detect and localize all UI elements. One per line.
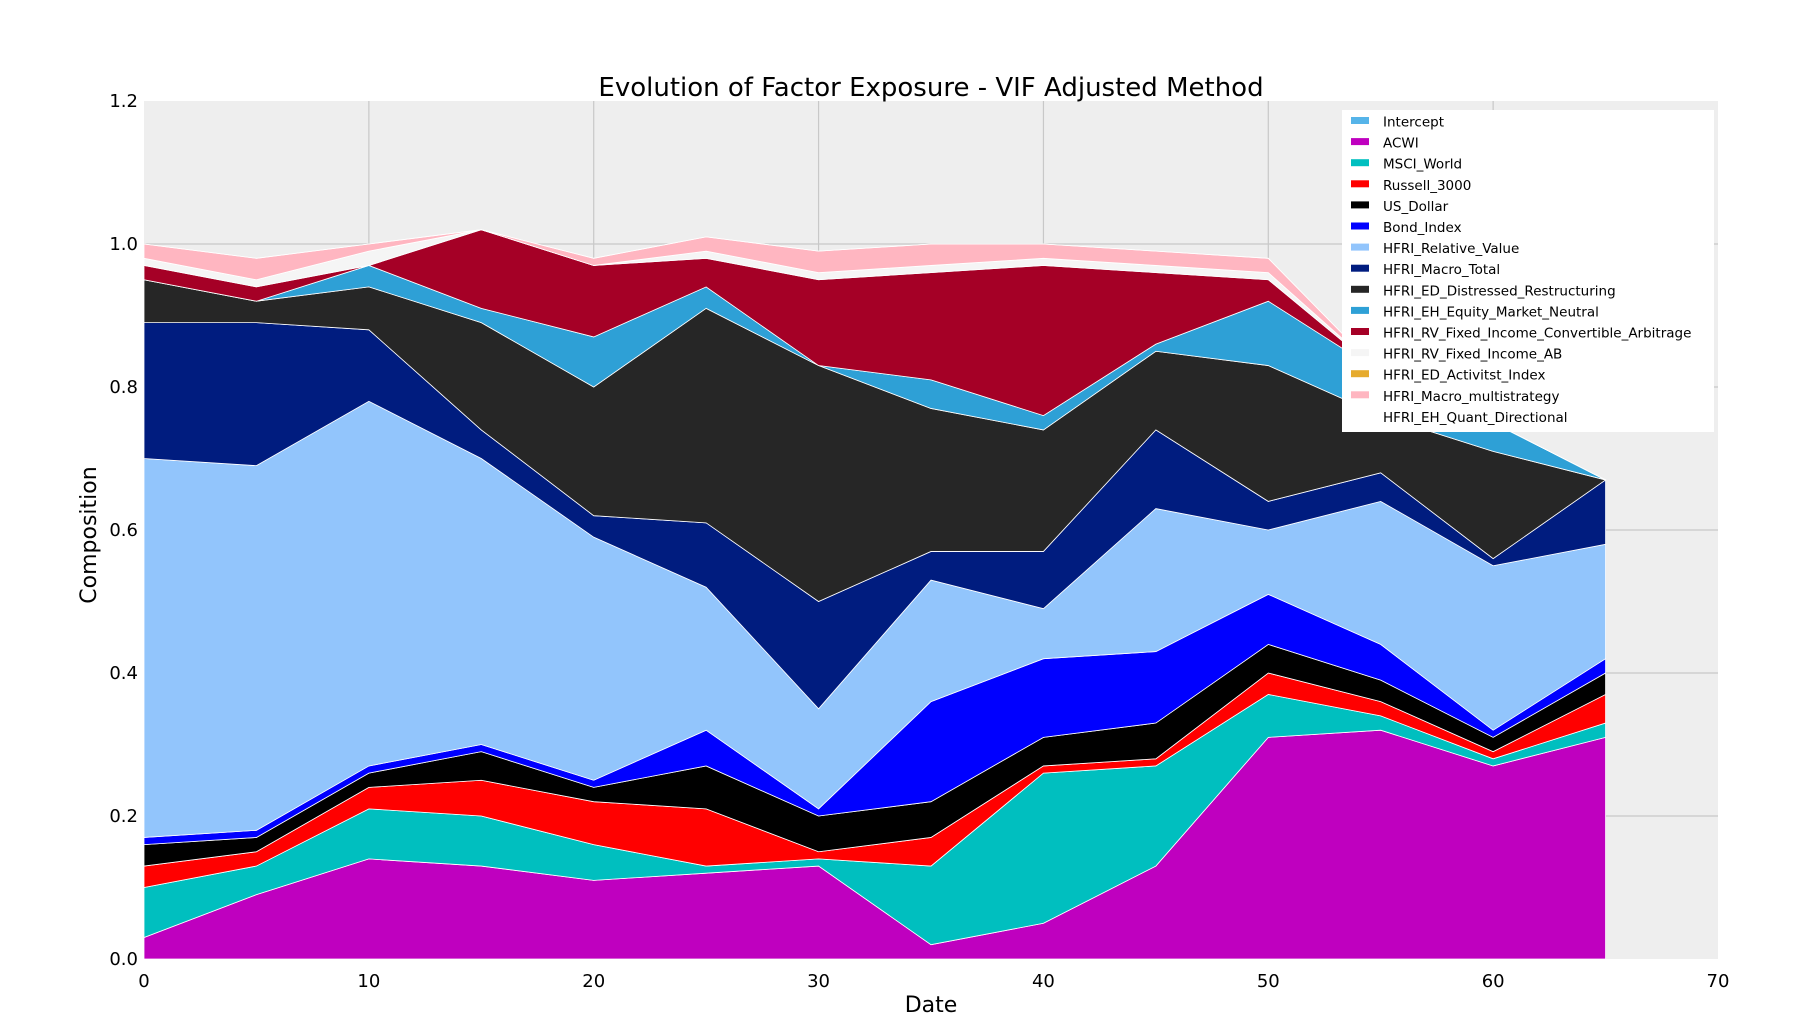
y-tick-label: 0.0 [109, 949, 138, 970]
legend-item-hfri-macro-total: HFRI_Macro_Total [1351, 262, 1500, 278]
legend-item-us-dollar: US_Dollar [1351, 199, 1449, 215]
legend-label: HFRI_Macro_multistrategy [1383, 389, 1559, 405]
legend-label: Bond_Index [1383, 220, 1462, 236]
legend-item-bond-index: Bond_Index [1351, 220, 1462, 236]
legend-box [1342, 110, 1714, 432]
x-ticks: 0 10 20 30 40 50 60 70 [138, 971, 1729, 992]
legend-label: HFRI_ED_Distressed_Restructuring [1383, 283, 1616, 299]
chart-title: Evolution of Factor Exposure - VIF Adjus… [598, 73, 1263, 103]
legend-item-hfri-ed-activitst-index: HFRI_ED_Activitst_Index [1351, 368, 1545, 384]
legend-label: MSCI_World [1383, 157, 1462, 173]
legend-swatch [1351, 117, 1369, 124]
x-tick-label: 70 [1707, 971, 1730, 992]
legend-label: HFRI_EH_Equity_Market_Neutral [1383, 304, 1599, 320]
legend-label: HFRI_Macro_Total [1383, 262, 1500, 278]
legend-item-hfri-ed-distressed-restructuring: HFRI_ED_Distressed_Restructuring [1351, 283, 1616, 299]
x-tick-label: 20 [582, 971, 605, 992]
y-tick-label: 1.2 [109, 91, 138, 112]
legend-swatch [1351, 243, 1369, 251]
legend-swatch [1351, 180, 1369, 188]
y-tick-label: 0.6 [109, 520, 138, 541]
x-tick-label: 50 [1257, 971, 1280, 992]
legend-swatch [1351, 138, 1369, 146]
x-tick-label: 60 [1482, 971, 1505, 992]
legend: Intercept ACWI MSCI_World Russell_3000 US_Do… [1342, 110, 1714, 432]
legend-swatch [1351, 370, 1369, 378]
legend-item-hfri-eh-equity-market-neutral: HFRI_EH_Equity_Market_Neutral [1351, 304, 1599, 320]
x-tick-label: 30 [807, 971, 830, 992]
legend-item-hfri-eh-quant-directional: HFRI_EH_Quant_Directional [1351, 410, 1568, 426]
y-tick-label: 1.0 [109, 234, 138, 255]
x-tick-label: 10 [357, 971, 380, 992]
x-tick-label: 40 [1032, 971, 1055, 992]
legend-label: Russell_3000 [1383, 178, 1471, 194]
area-hfri-eh-quant-directional [143, 229, 1606, 481]
legend-label: US_Dollar [1383, 199, 1449, 215]
x-axis-label: Date [905, 993, 958, 1018]
legend-label: HFRI_Relative_Value [1383, 241, 1519, 257]
y-tick-label: 0.4 [109, 663, 138, 684]
legend-item-intercept: Intercept [1351, 115, 1444, 131]
legend-item-hfri-rv-fixed-income-convertible-arbitrage: HFRI_RV_Fixed_Income_Convertible_Arbitra… [1351, 326, 1691, 342]
legend-label: HFRI_EH_Quant_Directional [1383, 410, 1568, 426]
legend-swatch [1351, 264, 1369, 272]
legend-item-msci-world: MSCI_World [1351, 157, 1462, 173]
legend-label: HFRI_RV_Fixed_Income_Convertible_Arbitra… [1383, 326, 1691, 342]
legend-label: Intercept [1383, 115, 1444, 131]
legend-swatch [1351, 222, 1369, 230]
legend-swatch [1351, 328, 1369, 335]
y-axis-label: Composition [77, 466, 102, 603]
legend-swatch [1351, 159, 1369, 167]
legend-swatch [1351, 306, 1369, 314]
legend-swatch [1351, 412, 1369, 420]
legend-swatch [1351, 201, 1369, 209]
legend-item-acwi: ACWI [1351, 136, 1419, 152]
legend-label: HFRI_ED_Activitst_Index [1383, 368, 1545, 384]
legend-item-russell-3000: Russell_3000 [1351, 178, 1471, 194]
x-tick-label: 0 [138, 971, 149, 992]
legend-swatch [1351, 349, 1369, 357]
stacked-areas [143, 229, 1607, 960]
legend-label: ACWI [1383, 136, 1419, 152]
legend-item-hfri-rv-fixed-income-ab: HFRI_RV_Fixed_Income_AB [1351, 347, 1562, 363]
y-tick-label: 0.2 [109, 806, 138, 827]
legend-swatch [1351, 285, 1369, 293]
y-ticks: 0.0 0.2 0.4 0.6 0.8 1.0 1.2 [109, 91, 138, 970]
legend-item-hfri-relative-value: HFRI_Relative_Value [1351, 241, 1519, 257]
legend-label: HFRI_RV_Fixed_Income_AB [1383, 347, 1562, 363]
legend-item-hfri-macro-multistrategy: HFRI_Macro_multistrategy [1351, 389, 1559, 405]
legend-swatch [1351, 391, 1369, 399]
y-tick-label: 0.8 [109, 377, 138, 398]
